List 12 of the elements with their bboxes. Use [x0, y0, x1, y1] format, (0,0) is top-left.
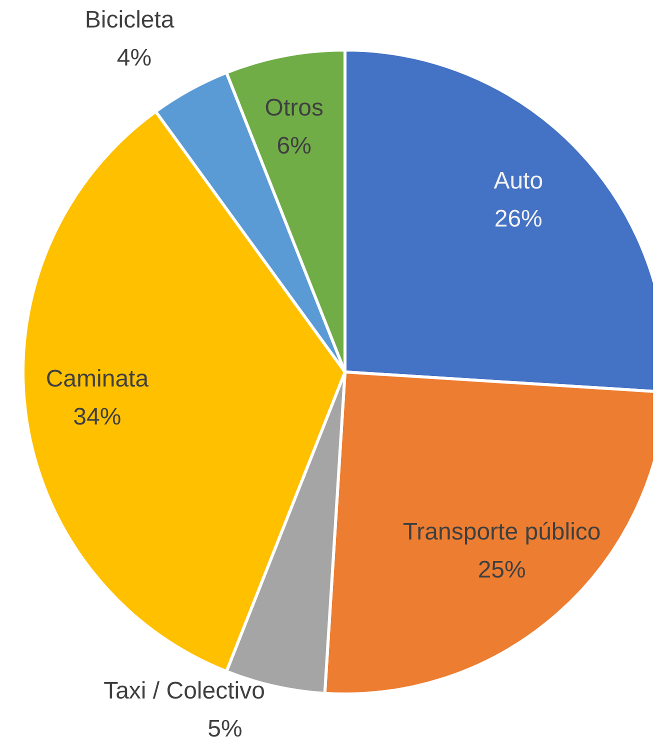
data-label: 5% — [208, 716, 242, 743]
slice-label: Caminata — [46, 366, 150, 393]
slice-label: Transporte público — [402, 518, 601, 546]
data-label: 25% — [478, 556, 526, 584]
data-label: 6% — [276, 132, 312, 160]
data-label: 34% — [73, 404, 122, 431]
slice-label: Otros — [264, 94, 324, 122]
slice-label: Auto — [494, 167, 544, 194]
slice-label: Taxi / Colectivo — [104, 678, 265, 705]
slice-label: Bicicleta — [84, 6, 175, 34]
data-label: 26% — [494, 205, 542, 232]
data-label: 4% — [116, 44, 152, 72]
